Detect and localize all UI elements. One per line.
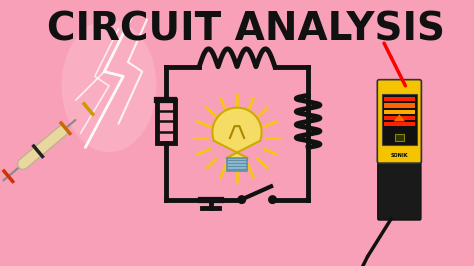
- Bar: [384, 103, 415, 108]
- Text: CIRCUIT ANALYSIS: CIRCUIT ANALYSIS: [47, 11, 446, 49]
- Circle shape: [269, 196, 276, 203]
- FancyBboxPatch shape: [377, 80, 421, 163]
- Bar: [395, 134, 404, 141]
- Bar: [227, 158, 247, 171]
- Bar: [384, 122, 415, 126]
- Bar: [382, 94, 417, 145]
- Bar: [384, 97, 415, 101]
- Polygon shape: [394, 114, 405, 121]
- Circle shape: [238, 196, 246, 203]
- Ellipse shape: [62, 19, 156, 152]
- Bar: [384, 110, 415, 114]
- Bar: [157, 100, 175, 143]
- Polygon shape: [212, 108, 262, 158]
- FancyBboxPatch shape: [378, 157, 421, 220]
- Bar: [384, 116, 415, 120]
- Text: SONIK: SONIK: [391, 153, 408, 158]
